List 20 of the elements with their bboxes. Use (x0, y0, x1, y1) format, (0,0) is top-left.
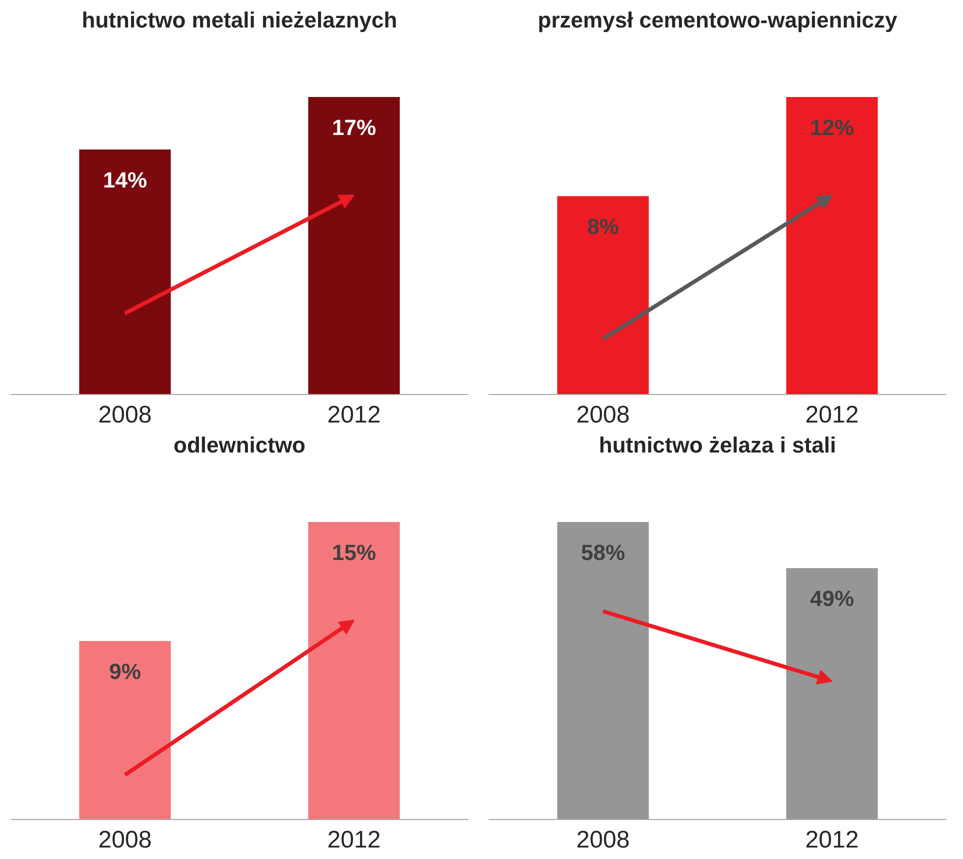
chart-title: odlewnictwo (174, 432, 306, 458)
chart-title: hutnictwo metali nieżelaznych (82, 8, 398, 32)
data-label: 58% (580, 540, 626, 565)
x-tick-label: 2008 (98, 826, 152, 854)
data-label: 15% (332, 540, 376, 565)
x-tick-label: 2012 (327, 826, 381, 854)
data-label: 9% (109, 658, 141, 684)
chart-title: hutnictwo żelaza i stali (598, 432, 836, 458)
x-tick-label: 2012 (805, 402, 859, 428)
x-tick-label: 2012 (327, 402, 381, 428)
data-label: 17% (332, 114, 376, 140)
x-tick-label: 2008 (98, 402, 152, 428)
data-label: 8% (587, 214, 619, 240)
x-tick-label: 2008 (576, 826, 630, 854)
data-label: 12% (810, 114, 854, 140)
data-label: 49% (810, 586, 854, 612)
data-label: 14% (102, 167, 148, 192)
chart-title: przemysł cementowo-wapienniczy (538, 8, 898, 32)
x-tick-label: 2012 (805, 826, 859, 854)
x-tick-label: 2008 (576, 402, 630, 428)
